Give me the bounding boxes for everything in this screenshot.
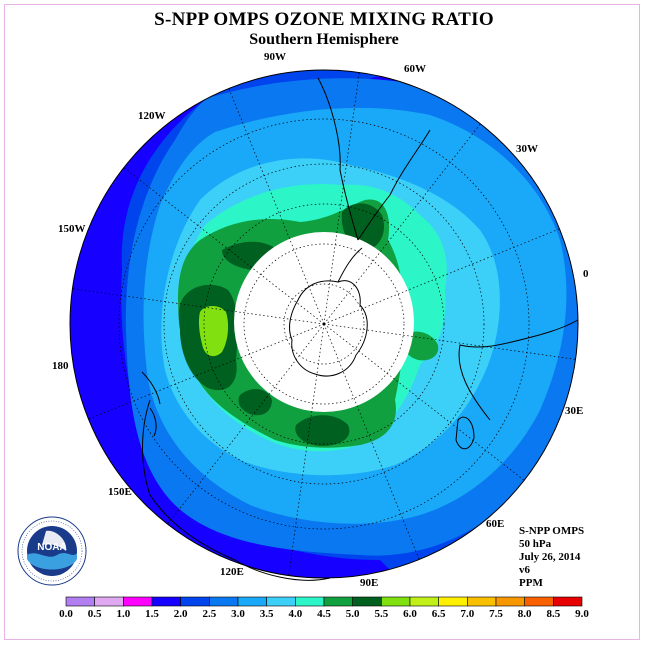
colorbar-tick-label: 8.0 (517, 608, 532, 620)
colorbar-tick-label: 9.0 (575, 608, 589, 620)
colorbar-tick-label: 3.0 (231, 608, 245, 620)
colorbar-tick-label: 4.0 (288, 608, 303, 620)
colorbar-tick-label: 7.0 (460, 608, 475, 620)
colorbar-tick-label: 1.0 (116, 608, 131, 620)
lon-label-90e: 90E (360, 577, 379, 589)
colorbar-tick-label: 0.5 (87, 608, 102, 620)
info-version: v6 (519, 564, 530, 576)
lon-label-0: 0 (583, 268, 589, 280)
chart-title: S-NPP OMPS OZONE MIXING RATIO (154, 9, 494, 30)
lon-label-30e: 30E (565, 405, 584, 417)
south-america-coast (317, 77, 431, 241)
south-pole-marker (322, 322, 326, 326)
lon-label-60e: 60E (486, 518, 505, 530)
africa-coast (458, 319, 579, 421)
info-date: July 26, 2014 (519, 551, 581, 563)
colorbar-tick-label: 5.0 (345, 608, 360, 620)
lon-label-150w: 150W (58, 223, 86, 235)
chart-subtitle: Southern Hemisphere (249, 31, 399, 48)
lon-label-150e: 150E (108, 486, 132, 498)
lon-label-120e: 120E (220, 566, 244, 578)
colorbar-tick-label: 6.5 (431, 608, 446, 620)
no-data-region (234, 232, 414, 412)
colorbar-tick-label: 1.5 (145, 608, 159, 620)
colorbar-tick-label: 3.5 (259, 608, 274, 620)
info-instrument: S-NPP OMPS (519, 525, 585, 537)
colorbar-tick-label: 5.5 (374, 608, 389, 620)
madagascar (455, 416, 475, 450)
contour-5-5 (198, 306, 229, 357)
colorbar-tick-label: 6.0 (403, 608, 417, 620)
antarctic-peninsula (337, 247, 363, 283)
lon-label-120w: 120W (138, 110, 166, 122)
map-boundary (69, 69, 579, 579)
colorbar-tick-label: 4.5 (317, 608, 331, 620)
lon-label-90w: 90W (264, 51, 286, 63)
colorbar-tick-label: 2.0 (173, 608, 188, 620)
info-pressure: 50 hPa (519, 538, 552, 550)
info-block: S-NPP OMPS 50 hPa July 26, 2014 v6 PPM (519, 525, 584, 590)
lon-label-180: 180 (52, 360, 69, 372)
info-units: PPM (519, 577, 543, 589)
lon-label-60w: 60W (404, 63, 426, 75)
australia-coast (142, 399, 331, 581)
colorbar-tick-label: 8.5 (546, 608, 561, 620)
contour-5-0-south (295, 415, 350, 446)
colorbar-tick-label: 2.5 (202, 608, 217, 620)
latitude-circles (118, 118, 530, 530)
colorbar-tick-label: 7.5 (489, 608, 503, 620)
contour-5-0-sw (238, 388, 272, 416)
colorbar-tick-label: 0.0 (59, 608, 73, 620)
image-frame (4, 4, 640, 640)
coastlines (141, 77, 579, 581)
new-zealand (141, 371, 161, 437)
lon-label-30w: 30W (516, 143, 538, 155)
